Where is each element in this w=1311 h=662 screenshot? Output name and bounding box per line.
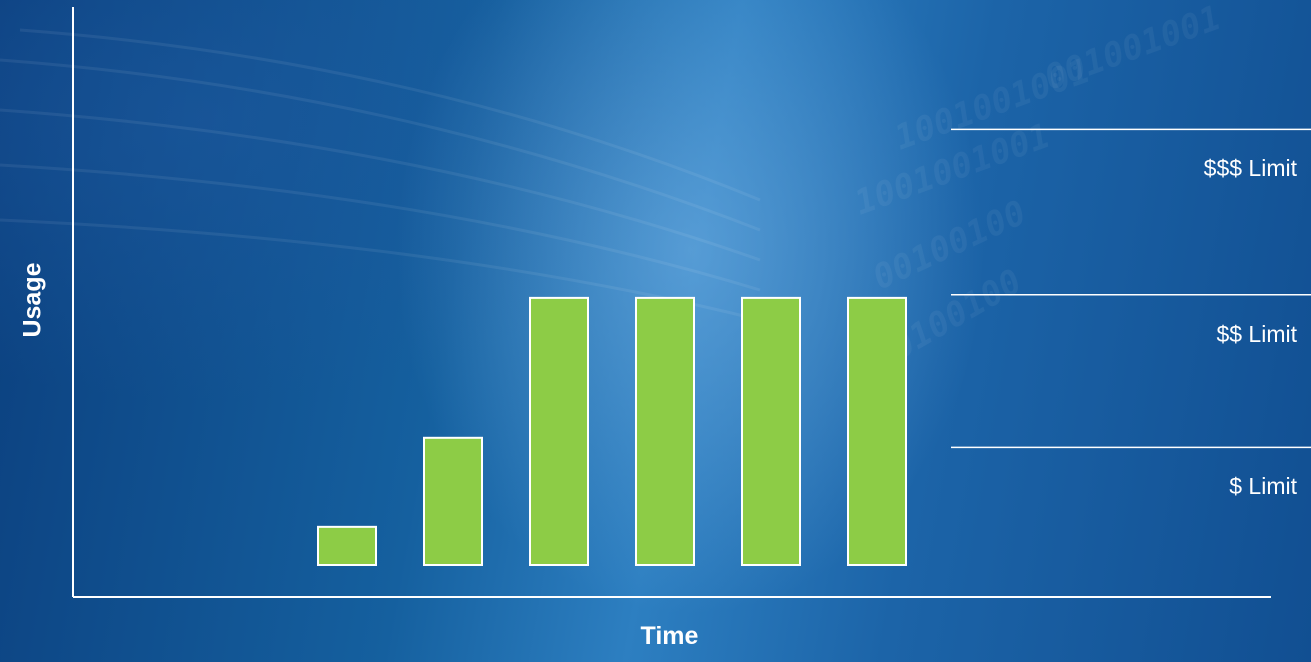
- bar-1: [317, 525, 377, 567]
- bar-6: [847, 296, 907, 566]
- y-axis-title: Usage: [18, 262, 47, 338]
- bar-2: [423, 436, 483, 566]
- bar-5: [741, 296, 801, 566]
- limit-label-2: $$ Limit: [1216, 320, 1297, 347]
- bar-4: [635, 296, 695, 566]
- limit-label-1: $$$ Limit: [1203, 155, 1297, 182]
- limit-label-3: $ Limit: [1229, 473, 1297, 500]
- bar-3: [529, 296, 589, 566]
- x-axis-title: Time: [640, 622, 699, 650]
